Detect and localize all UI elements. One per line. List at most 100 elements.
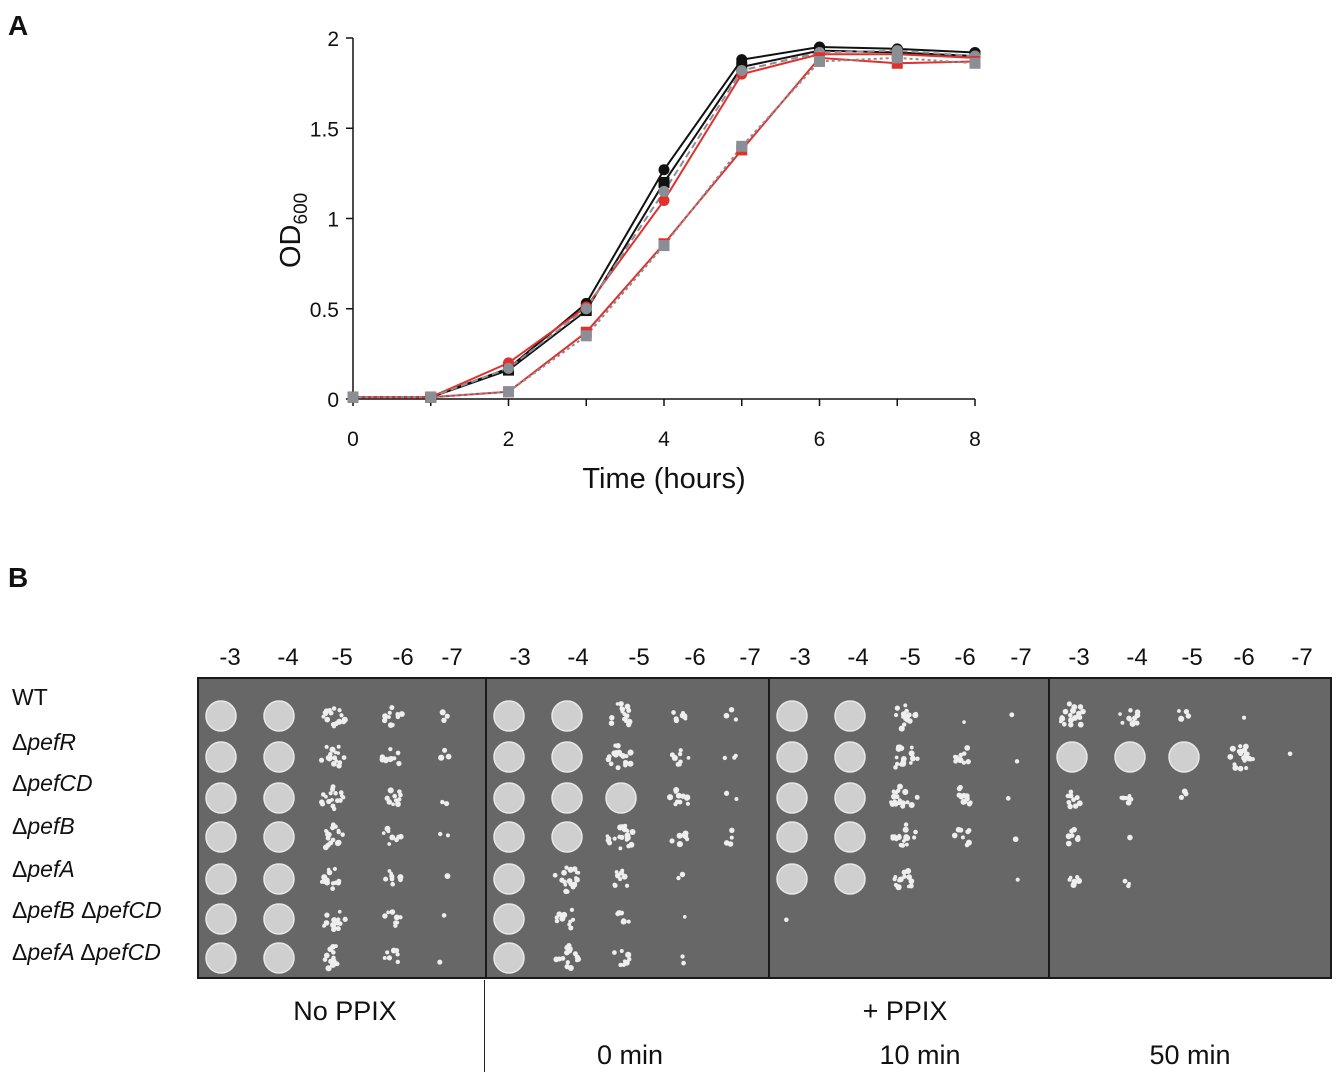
colony-dot <box>387 869 392 873</box>
colony-dot <box>906 874 913 880</box>
condition-10-min: 10 min <box>879 1040 961 1070</box>
colony-dot <box>564 945 570 951</box>
dilution-label: -7 <box>739 644 761 671</box>
dilution-label: -5 <box>1181 644 1203 671</box>
colony-dot <box>337 760 343 765</box>
colony-dot <box>894 794 900 800</box>
colony-dot <box>890 834 895 839</box>
colony-dot <box>676 840 683 848</box>
dilution-label: -3 <box>219 644 241 671</box>
colony-dot <box>333 791 338 796</box>
colony-dot <box>1134 720 1140 726</box>
colony-dot <box>328 791 333 796</box>
colony-spot <box>551 821 583 853</box>
colony-dot <box>1067 712 1073 718</box>
colony-dot <box>323 708 330 714</box>
colony-dot <box>620 824 625 829</box>
colony-dot <box>383 876 389 882</box>
x-tick-label: 8 <box>969 428 981 451</box>
y-axis-label-main: OD <box>275 225 307 269</box>
condition-no-ppix: No PPIX <box>293 996 397 1026</box>
colony-dot <box>679 871 686 878</box>
colony-dot <box>1243 743 1249 750</box>
colony-dot <box>322 923 326 928</box>
colony-dot <box>1178 715 1185 722</box>
colony-spot <box>205 741 237 773</box>
colony-spot <box>493 741 525 773</box>
colony-dot <box>627 957 632 962</box>
colony-dot <box>438 754 445 761</box>
colony-dot <box>330 822 336 828</box>
colony-dot <box>622 959 627 964</box>
colony-dot <box>675 792 682 799</box>
colony-dot <box>322 877 328 882</box>
colony-spot <box>493 782 525 814</box>
colony-dot <box>391 802 395 807</box>
colony-dot <box>620 918 627 925</box>
colony-dot <box>330 786 336 792</box>
colony-dot <box>334 840 341 847</box>
colony-dot <box>564 963 570 970</box>
colony-dot <box>894 761 900 767</box>
dilution-label: -3 <box>789 644 811 671</box>
colony-dot <box>328 752 333 757</box>
colony-dot <box>1077 704 1084 710</box>
x-tick-label: 2 <box>503 428 515 451</box>
colony-dot <box>561 869 567 876</box>
colony-dot <box>1237 765 1244 772</box>
colony-dot <box>618 877 623 882</box>
series-line-4 <box>353 56 976 399</box>
series-5-point <box>891 52 903 64</box>
colony-dot <box>669 752 675 758</box>
dilution-label: -4 <box>1126 644 1148 671</box>
colony-dot <box>1250 757 1255 762</box>
colony-dot <box>951 832 958 839</box>
panel-b-label: B <box>8 562 29 593</box>
colony-dot <box>321 714 326 719</box>
colony-dot <box>337 909 342 914</box>
colony-dot <box>622 717 627 722</box>
colony-dot <box>1072 803 1079 809</box>
series-3-point <box>580 303 592 315</box>
colony-dot <box>564 865 569 870</box>
dilution-label: -6 <box>392 644 414 671</box>
colony-dot <box>910 754 916 760</box>
colony-spot <box>1168 741 1200 773</box>
dilution-label: -6 <box>684 644 706 671</box>
colony-dot <box>615 743 621 749</box>
colony-spot <box>776 782 808 814</box>
colony-spot <box>263 942 295 974</box>
colony-dot <box>908 801 915 809</box>
colony-dot <box>894 755 899 760</box>
colony-dot <box>895 884 902 891</box>
colony-dot <box>1122 878 1128 884</box>
series-5-point <box>814 55 825 67</box>
colony-dot <box>965 829 971 835</box>
colony-spot <box>205 700 237 732</box>
colony-dot <box>727 841 734 847</box>
colony-dot <box>442 747 448 753</box>
colony-dot <box>955 826 962 833</box>
series-5-point <box>347 391 359 403</box>
colony-spot <box>263 903 295 935</box>
colony-dot <box>897 783 903 790</box>
colony-spot <box>493 903 525 935</box>
colony-dot <box>905 800 910 805</box>
colony-dot <box>563 888 569 895</box>
colony-dot <box>1065 793 1071 799</box>
growth-curve-chart: 0 0.5 1 1.5 2 0 2 4 6 8 Time (hours) OD600 <box>275 28 981 495</box>
colony-dot <box>322 957 328 962</box>
colony-dot <box>382 913 388 919</box>
plate-spots <box>1050 679 1330 977</box>
colony-dot <box>915 756 920 761</box>
dilution-label: -4 <box>567 644 589 671</box>
series-line-3 <box>353 49 976 399</box>
dilution-label: -5 <box>331 644 353 671</box>
colony-dot <box>335 926 341 932</box>
colony-dot <box>684 795 690 801</box>
colony-dot <box>898 843 903 848</box>
colony-spot <box>205 903 237 935</box>
colony-dot <box>1068 875 1073 880</box>
plate-spots <box>487 679 768 977</box>
colony-dot <box>1229 745 1236 752</box>
